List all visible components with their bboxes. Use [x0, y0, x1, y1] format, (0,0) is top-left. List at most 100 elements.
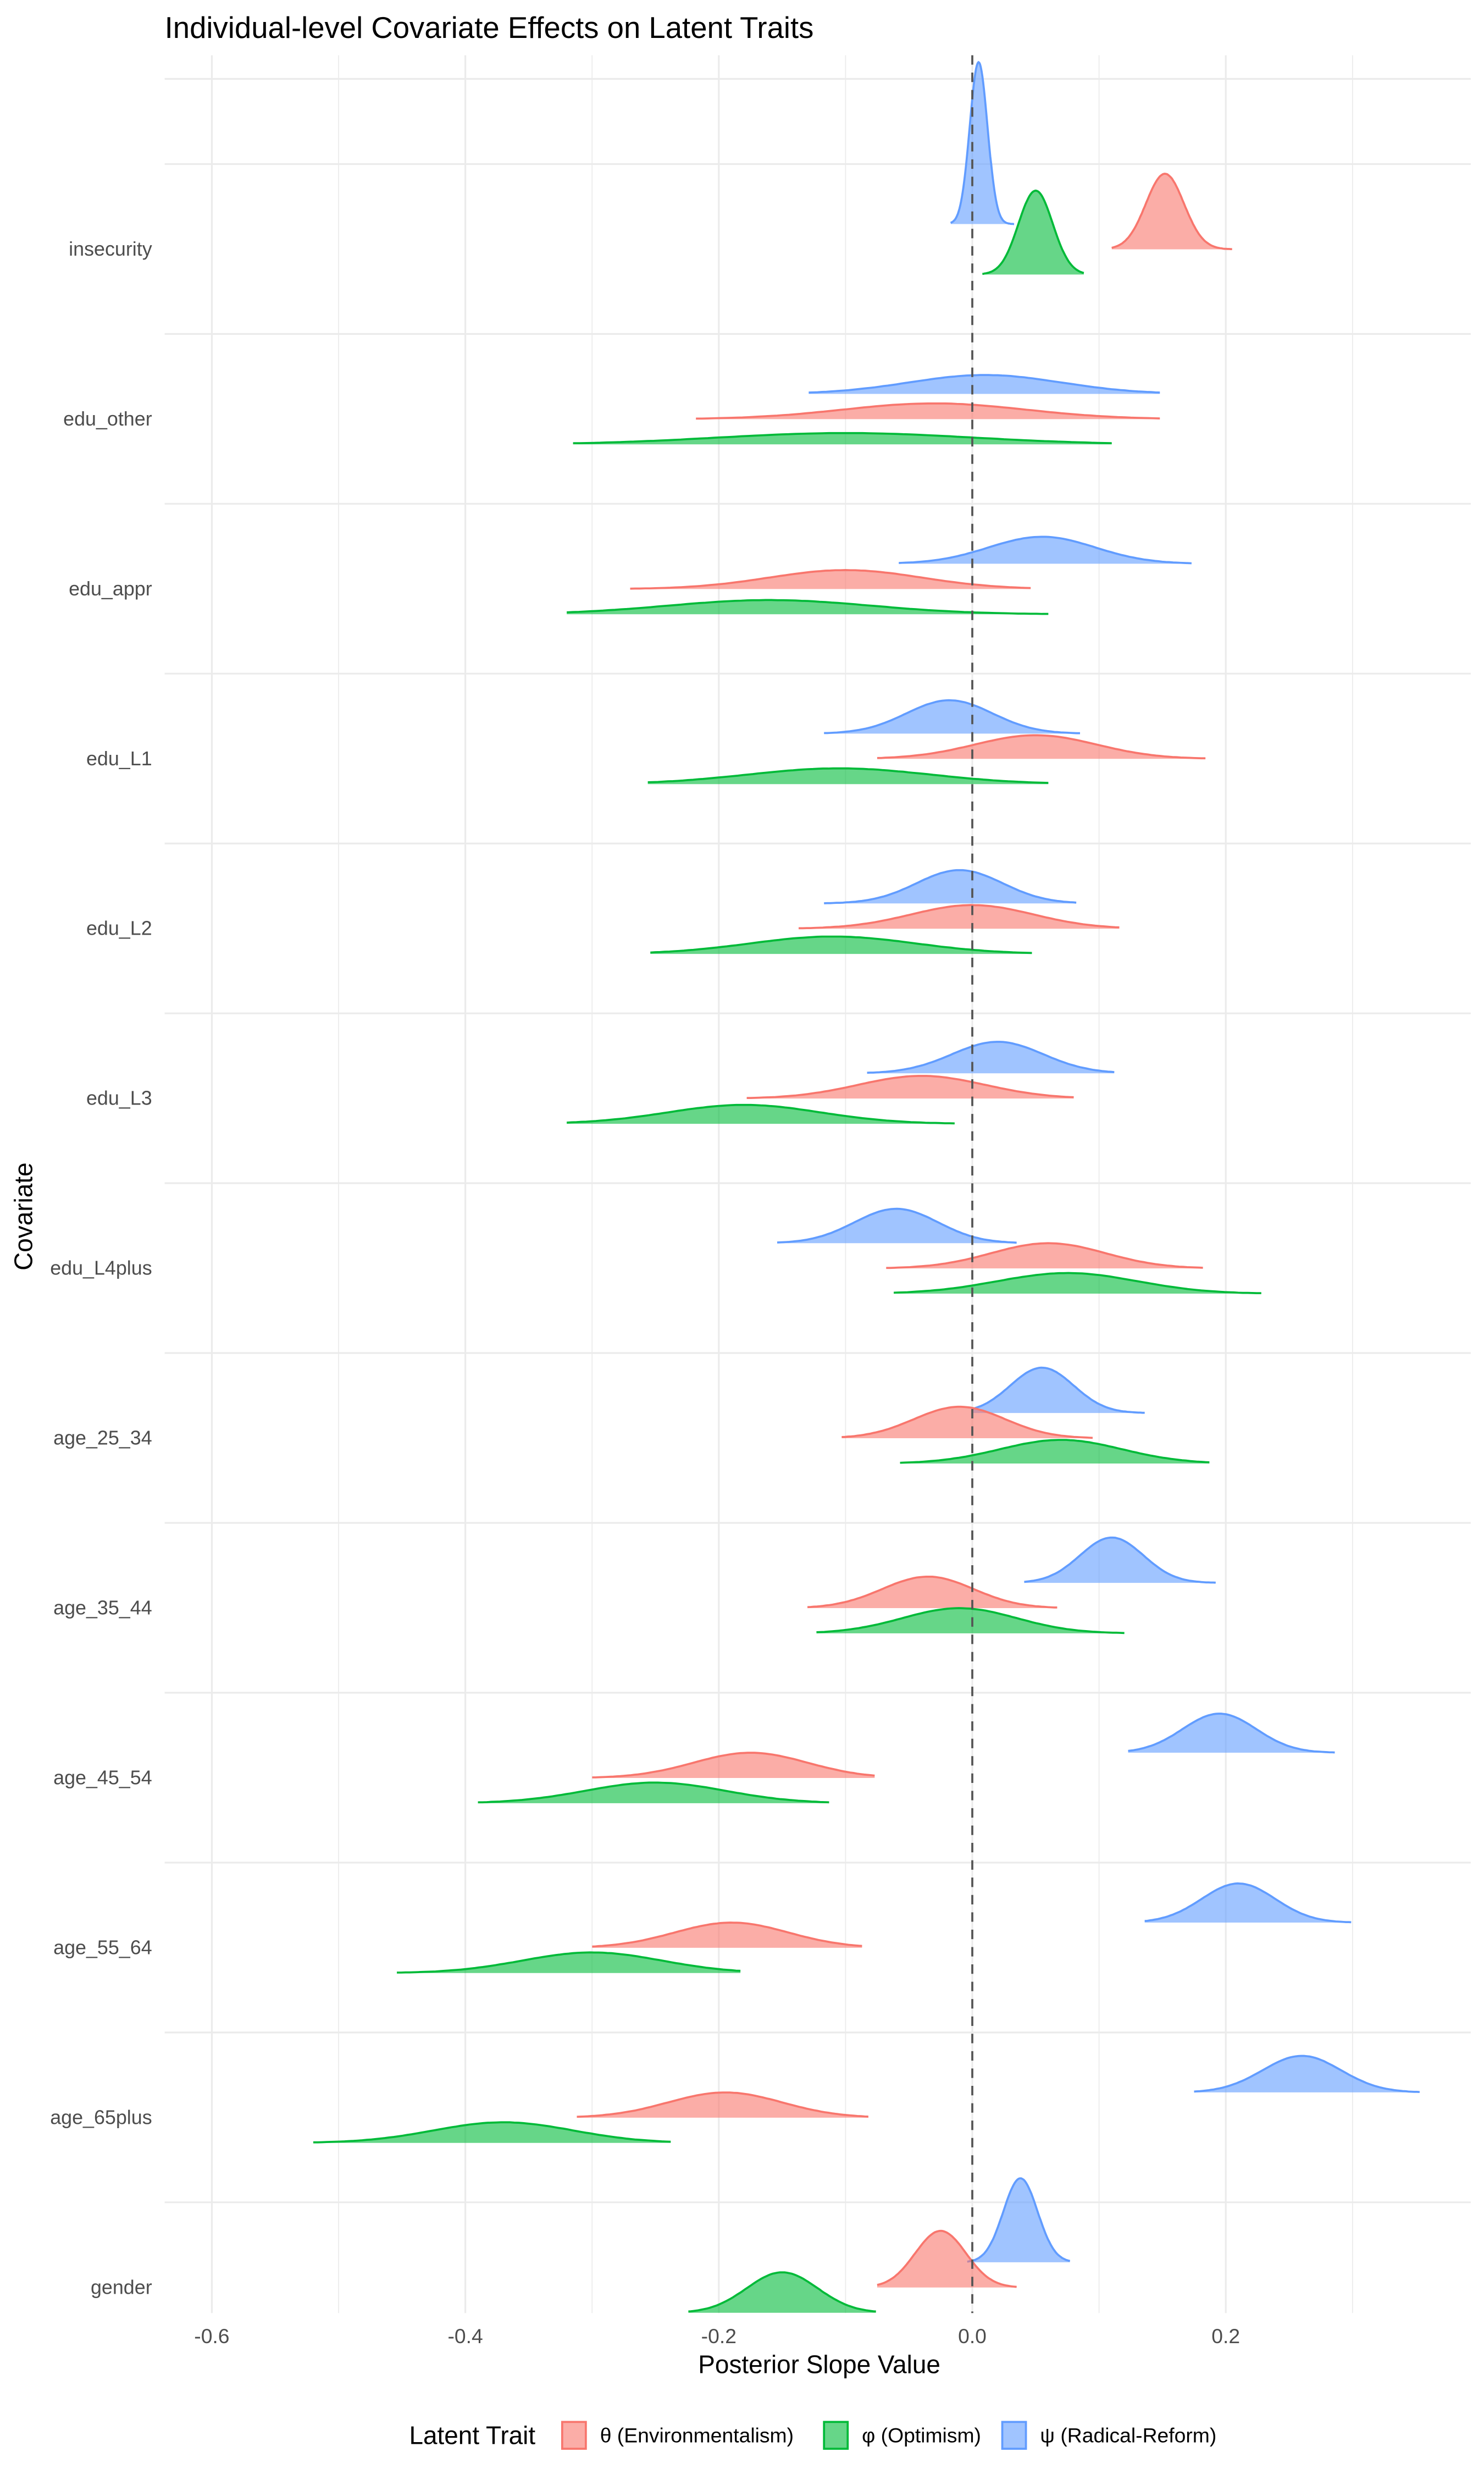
ridge-line-edu-L2-2 [650, 935, 1032, 954]
ridge-line-age-55-64-0 [1144, 1882, 1352, 1924]
ridge-line-edu-other-2 [573, 432, 1112, 445]
ridge-line-age-45-54-2 [478, 1781, 829, 1804]
ridge-line-age-55-64-2 [397, 1951, 741, 1974]
ridge-line-age-45-54-0 [1128, 1713, 1335, 1754]
ridge-fill-age-55-64-1 [592, 1922, 862, 1948]
ridge-fill-edu-L3-1 [746, 1075, 1074, 1099]
legend-label: θ (Environmentalism) [600, 2424, 794, 2447]
ridge-fill-age-65plus-2 [313, 2122, 671, 2143]
ridge-line-age-65plus-2 [313, 2121, 671, 2144]
y-tick-label: edu_L3 [86, 1087, 152, 1109]
ridge-fill-age-35-44-2 [816, 1608, 1125, 1633]
x-tick-label: -0.6 [194, 2324, 229, 2348]
ridge-line-edu-L2-1 [799, 904, 1120, 930]
y-axis-title: Covariate [9, 1162, 38, 1270]
x-tick-label: 0.0 [958, 2324, 987, 2348]
ridge-line-edu-L2-0 [824, 869, 1077, 904]
legend-key [1001, 2421, 1027, 2450]
ridge-fill-edu-L1-2 [647, 768, 1049, 785]
x-tick-label: -0.2 [701, 2324, 737, 2348]
ridge-fill-age-25-34-2 [900, 1440, 1210, 1464]
ridge-fill-edu-other-2 [573, 433, 1112, 445]
ridge-line-edu-L3-0 [867, 1041, 1115, 1074]
y-tick-labels: insecurity edu_other edu_appr edu_L1 edu_L2e… [50, 238, 152, 2298]
ridge-fill-age-45-54-1 [592, 1753, 875, 1778]
y-tick-label: age_25_34 [53, 1427, 152, 1449]
ridge-fill-edu-appr-0 [899, 537, 1192, 564]
grid [164, 55, 1471, 2313]
legend-key [561, 2421, 587, 2450]
ridge-line-edu-appr-2 [567, 599, 1049, 615]
ridge-fill-age-35-44-0 [1024, 1537, 1216, 1583]
ridge-line-gender-2 [688, 2271, 876, 2313]
ridges [313, 60, 1420, 2313]
ridge-fill-age-35-44-1 [807, 1576, 1057, 1608]
ridge-line-age-25-34-1 [841, 1405, 1093, 1439]
ridge-line-edu-other-1 [696, 402, 1160, 420]
ridge-fill-gender-2 [688, 2272, 876, 2313]
ridge-fill-edu-L3-0 [867, 1041, 1115, 1074]
ridge-fill-age-45-54-0 [1128, 1713, 1335, 1753]
x-tick-labels: -0.6 -0.4 -0.2 0.0 0.2 [194, 2324, 1240, 2348]
legend-title: Latent Trait [409, 2421, 535, 2449]
ridge-line-edu-L4plus-0 [777, 1207, 1017, 1244]
ridge-line-age-65plus-0 [1194, 2055, 1420, 2094]
ridge-line-edu-L1-1 [877, 734, 1206, 760]
y-tick-label: edu_appr [69, 578, 152, 600]
ridge-fill-age-45-54-2 [478, 1782, 829, 1803]
ridge-line-insecurity-0 [950, 60, 1015, 225]
ridge-fill-age-25-34-1 [841, 1406, 1093, 1439]
ridge-line-insecurity-1 [1111, 173, 1232, 251]
legend-label: φ (Optimism) [862, 2424, 981, 2447]
ridge-fill-edu-L4plus-2 [894, 1273, 1261, 1294]
ridge-fill-insecurity-1 [1111, 173, 1232, 250]
ridge-fill-edu-L2-1 [799, 905, 1120, 929]
y-tick-label: edu_L4plus [50, 1257, 152, 1279]
ridge-line-age-45-54-1 [592, 1752, 875, 1779]
ridge-fill-edu-L1-1 [877, 735, 1206, 759]
ridge-line-edu-L4plus-2 [894, 1272, 1261, 1295]
ridge-line-age-35-44-2 [816, 1607, 1125, 1634]
ridge-line-edu-L1-0 [824, 699, 1081, 735]
ridge-line-edu-L4plus-1 [886, 1242, 1203, 1269]
ridge-line-age-25-34-0 [972, 1366, 1145, 1414]
ridge-fill-edu-L3-2 [567, 1105, 955, 1124]
y-tick-label: age_45_54 [53, 1766, 152, 1788]
ridge-fill-edu-appr-1 [630, 570, 1031, 589]
ridge-line-gender-0 [967, 2177, 1071, 2263]
ridge-line-edu-L3-1 [746, 1075, 1074, 1100]
ridge-line-gender-1 [877, 2229, 1017, 2288]
ridge-fill-edu-L4plus-1 [886, 1243, 1203, 1269]
y-tick-label: age_35_44 [53, 1597, 152, 1619]
legend-label: ψ (Radical-Reform) [1040, 2424, 1216, 2447]
chart-title: Individual-level Covariate Effects on La… [165, 11, 814, 45]
ridge-line-age-35-44-0 [1024, 1536, 1216, 1584]
ridge-line-age-65plus-1 [577, 2091, 868, 2118]
ridge-fill-age-65plus-1 [577, 2092, 868, 2118]
ridge-line-edu-appr-1 [630, 569, 1031, 590]
ridge-fill-age-65plus-0 [1194, 2056, 1420, 2092]
legend: Latent Trait θ (Environmentalism) φ (Opti… [409, 2421, 1216, 2450]
y-tick-label: insecurity [69, 238, 152, 260]
ridge-line-edu-other-0 [809, 374, 1160, 394]
ridge-fill-edu-L1-0 [824, 700, 1081, 734]
ridge-line-age-25-34-2 [900, 1439, 1210, 1464]
ridge-line-edu-L3-2 [567, 1103, 955, 1125]
x-axis-title: Posterior Slope Value [698, 2350, 940, 2378]
ridge-fill-age-25-34-0 [972, 1367, 1145, 1413]
ridge-fill-edu-other-0 [809, 375, 1160, 394]
ridge-fill-insecurity-0 [950, 62, 1015, 224]
ridge-fill-edu-L4plus-0 [777, 1208, 1017, 1244]
ridge-line-edu-L1-2 [647, 767, 1049, 784]
x-tick-label: -0.4 [447, 2324, 483, 2348]
y-tick-label: age_65plus [50, 2106, 152, 2128]
y-tick-label: age_55_64 [53, 1936, 152, 1958]
legend-key [823, 2421, 849, 2450]
ridge-line-edu-appr-0 [899, 535, 1192, 565]
y-tick-label: edu_L1 [86, 748, 152, 770]
y-tick-label: gender [91, 2276, 152, 2298]
y-tick-label: edu_L2 [86, 918, 152, 940]
ridge-line-insecurity-2 [982, 189, 1084, 275]
